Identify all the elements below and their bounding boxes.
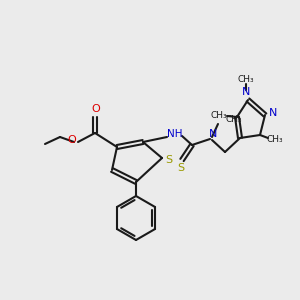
Text: S: S [165, 155, 172, 165]
Text: CH₃: CH₃ [211, 110, 227, 119]
Text: CH₃: CH₃ [267, 136, 283, 145]
Text: S: S [177, 163, 184, 173]
Text: O: O [68, 135, 76, 145]
Text: N: N [209, 129, 217, 139]
Text: CH₃: CH₃ [226, 115, 243, 124]
Text: CH₃: CH₃ [238, 76, 254, 85]
Text: N: N [242, 87, 250, 97]
Text: N: N [269, 108, 277, 118]
Text: NH: NH [167, 129, 183, 139]
Text: O: O [92, 104, 100, 114]
